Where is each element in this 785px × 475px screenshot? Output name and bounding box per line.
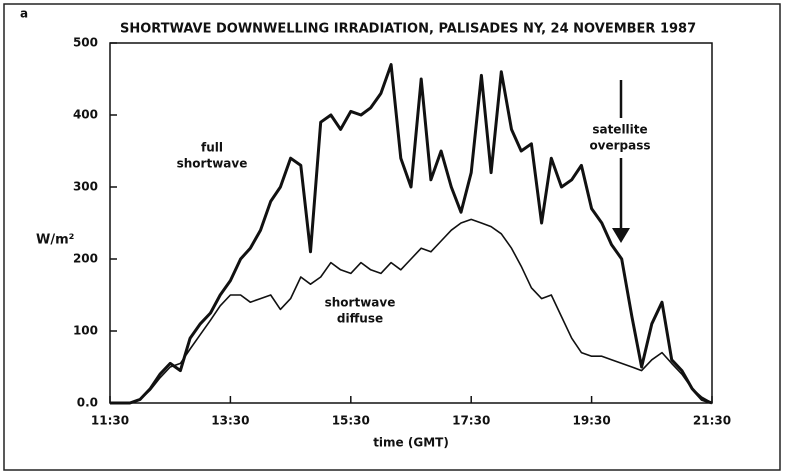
y-tick-label: 400 (73, 108, 98, 122)
y-axis-label: W/m² (36, 233, 74, 248)
x-tick-label: 19:30 (572, 414, 610, 428)
y-tick-label: 0.0 (77, 396, 98, 410)
arrow-head (612, 228, 630, 243)
series-line (110, 218, 713, 404)
x-tick-label: 17:30 (452, 414, 490, 428)
annotation: diffuse (337, 312, 383, 326)
annotation: overpass (589, 139, 650, 153)
series-line (110, 63, 713, 405)
x-tick-label: 21:30 (693, 414, 731, 428)
x-tick-label: 11:30 (91, 414, 129, 428)
x-tick-label: 15:30 (332, 414, 370, 428)
y-tick-label: 100 (73, 324, 98, 338)
annotation: shortwave (325, 296, 396, 310)
plot-frame (109, 42, 713, 404)
y-tick-label: 200 (73, 252, 98, 266)
annotation: shortwave (177, 157, 248, 171)
annotation: full (201, 141, 223, 155)
x-axis-label: time (GMT) (373, 436, 449, 450)
annotation: satellite (592, 123, 647, 137)
y-tick-label: 500 (73, 36, 98, 50)
panel-label: a (20, 7, 28, 21)
frame (3, 3, 781, 471)
y-tick-label: 300 (73, 180, 98, 194)
x-tick-label: 13:30 (211, 414, 249, 428)
chart-title: SHORTWAVE DOWNWELLING IRRADIATION, PALIS… (120, 22, 696, 37)
